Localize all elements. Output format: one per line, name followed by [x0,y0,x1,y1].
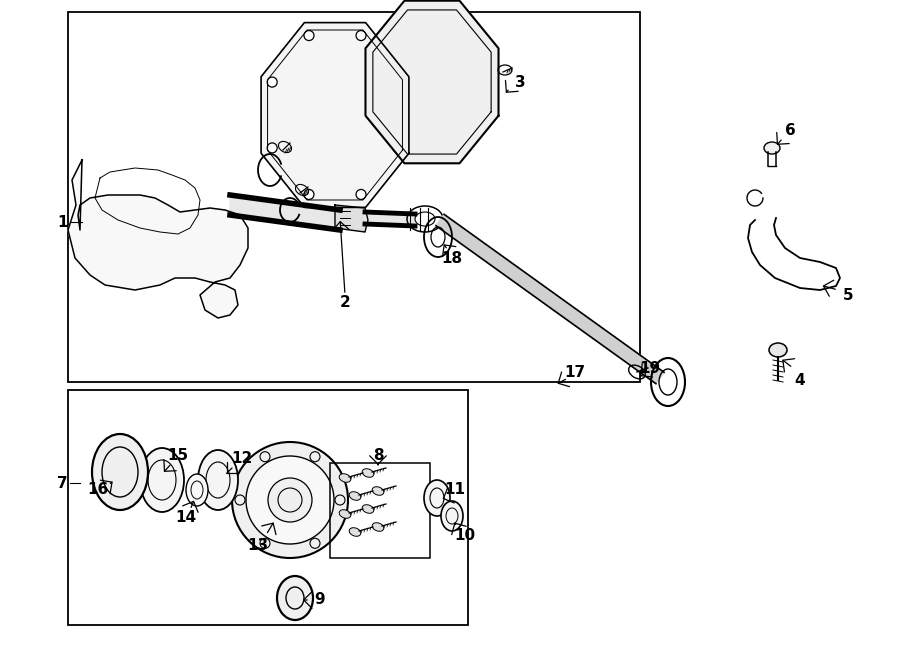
Text: 16: 16 [87,483,109,498]
Polygon shape [365,212,415,226]
Text: 4: 4 [795,373,806,387]
Circle shape [392,77,403,87]
Polygon shape [365,1,499,164]
Text: 14: 14 [176,510,196,526]
Ellipse shape [441,501,463,531]
Ellipse shape [198,450,238,510]
Ellipse shape [373,523,383,532]
Polygon shape [230,195,340,230]
Text: 6: 6 [785,122,796,138]
Text: 15: 15 [167,448,189,463]
Text: 12: 12 [231,451,253,465]
Text: 9: 9 [315,592,325,608]
Ellipse shape [349,528,361,536]
Ellipse shape [92,434,148,510]
Circle shape [268,478,312,522]
Text: 1: 1 [58,214,68,230]
Polygon shape [68,160,248,318]
Text: 8: 8 [373,448,383,463]
Circle shape [267,143,277,153]
Text: 3: 3 [515,75,526,89]
Text: 18: 18 [441,250,463,265]
Ellipse shape [339,510,351,518]
Ellipse shape [764,142,780,154]
Polygon shape [436,214,664,384]
Text: 13: 13 [248,538,268,553]
Text: 5: 5 [842,287,853,303]
Ellipse shape [339,474,351,483]
Circle shape [392,143,403,153]
Ellipse shape [362,504,374,513]
Circle shape [356,30,366,40]
Circle shape [304,189,314,199]
Bar [68,12,640,382]
Ellipse shape [424,480,450,516]
Circle shape [232,442,348,558]
Circle shape [267,77,277,87]
Text: 2: 2 [339,295,350,310]
Ellipse shape [186,474,208,506]
Ellipse shape [349,492,361,500]
Text: 19: 19 [639,361,661,375]
Ellipse shape [140,448,184,512]
Bar [68,390,468,625]
Text: 11: 11 [445,483,465,498]
Ellipse shape [362,469,374,477]
Polygon shape [261,23,409,207]
Text: 7: 7 [57,475,68,491]
Text: 10: 10 [454,528,475,542]
Circle shape [304,30,314,40]
Ellipse shape [277,576,313,620]
Text: 17: 17 [564,365,586,379]
Circle shape [356,189,366,199]
Polygon shape [335,205,368,232]
Circle shape [246,456,334,544]
Ellipse shape [373,487,383,495]
Ellipse shape [769,343,787,357]
Bar [330,463,430,558]
